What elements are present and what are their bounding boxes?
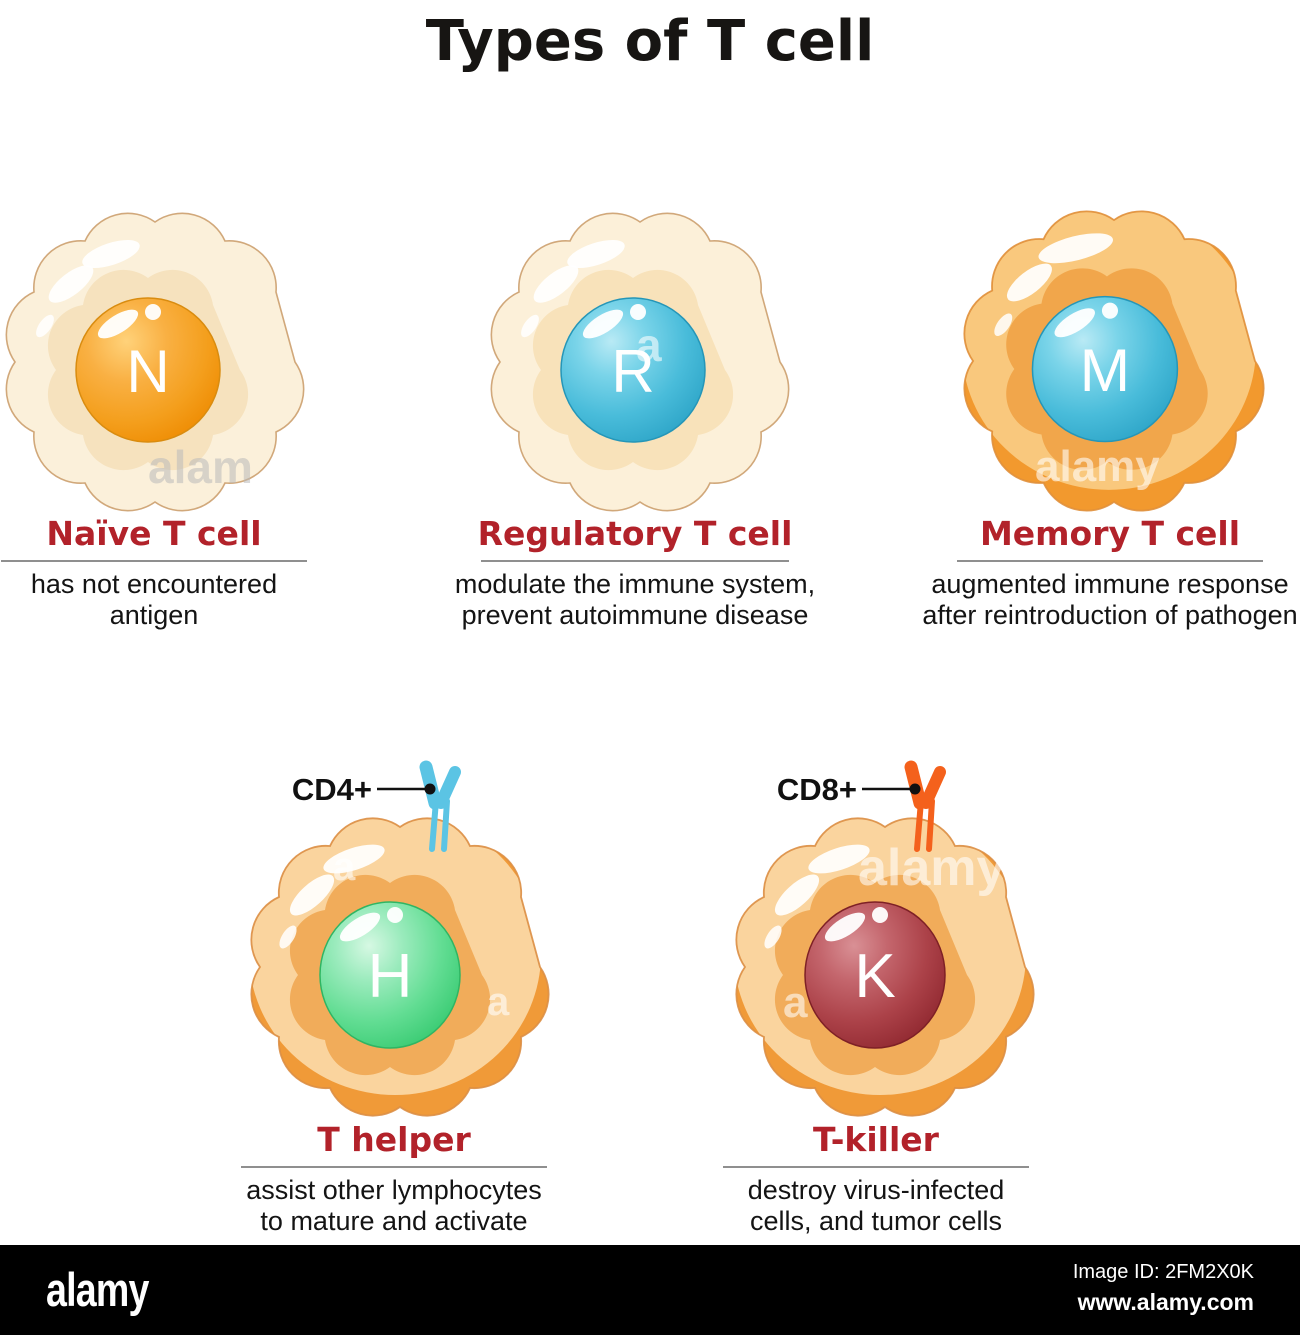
membrane-highlight: [774, 874, 820, 916]
nucleus-highlight-dot: [145, 304, 161, 320]
description-line: augmented immune response: [931, 569, 1289, 599]
killer-label-block: T-killer destroy virus-infected cells, a…: [722, 1118, 1030, 1237]
killer-heading: T-killer: [813, 1120, 939, 1159]
nucleus-highlight-dot: [1101, 302, 1119, 319]
heading-underline: [723, 1166, 1029, 1168]
membrane-outline: [735, 817, 1035, 1117]
description-line: cells, and tumor cells: [749, 1206, 1003, 1236]
naive-label-block: Naïve T cell has not encountered antigen: [0, 512, 308, 631]
regulatory-heading: Regulatory T cell: [477, 514, 793, 553]
description-line: to mature and activate: [260, 1206, 528, 1236]
cell-body: H: [250, 817, 550, 1117]
nucleus-highlight-dot: [630, 304, 646, 320]
membrane-highlight: [1006, 263, 1052, 302]
cd8-receptor-icon: [904, 760, 946, 852]
memory-description: augmented immune response after reintrod…: [922, 569, 1297, 631]
nucleus-highlight-dot: [387, 907, 403, 923]
stock-photo-footer-bar: alamy Image ID: 2FM2X0K www.alamy.com: [0, 1245, 1300, 1335]
nucleus-highlight: [339, 912, 381, 942]
membrane-highlight: [533, 265, 579, 303]
nucleus-highlight: [1054, 308, 1095, 338]
membrane-highlight: [521, 314, 539, 338]
image-id-text: Image ID: 2FM2X0K: [1072, 1261, 1254, 1283]
killer-description: destroy virus-infected cells, and tumor …: [748, 1175, 1005, 1237]
nucleus-highlight: [824, 912, 866, 942]
t-killer-cell-illustration: K CD8+: [735, 760, 1035, 1117]
description-line: prevent autoimmune disease: [461, 600, 809, 630]
membrane-outline: [963, 210, 1265, 512]
membrane-highlight: [82, 240, 140, 268]
footer-info: Image ID: 2FM2X0K www.alamy.com: [1073, 1259, 1254, 1316]
helper-heading: T helper: [317, 1120, 471, 1159]
memory-label-block: Memory T cell augmented immune response …: [918, 512, 1300, 631]
membrane-outline: [490, 212, 790, 512]
nucleus-letter: M: [1080, 336, 1130, 404]
membrane-outline: [250, 817, 550, 1117]
heading-underline: [481, 560, 789, 562]
membrane-highlight: [567, 240, 625, 268]
cd8-label: CD8+: [777, 772, 857, 807]
nucleus-highlight: [97, 309, 139, 339]
heading-underline: [957, 560, 1263, 562]
nucleus-highlight: [582, 309, 624, 339]
t-helper-cell-illustration: H CD4+: [250, 760, 550, 1117]
description-line: modulate the immune system,: [454, 569, 816, 599]
membrane-highlight: [279, 925, 297, 949]
regulatory-label-block: Regulatory T cell modulate the immune sy…: [443, 512, 827, 631]
membrane-highlight: [764, 925, 782, 949]
naive-description: has not encountered antigen: [31, 569, 277, 631]
page-title: Types of T cell: [425, 9, 875, 74]
nucleus-letter: R: [611, 338, 654, 405]
helper-description: assist other lymphocytes to mature and a…: [246, 1175, 542, 1237]
membrane-highlight: [289, 874, 335, 916]
regulatory-description: modulate the immune system, prevent auto…: [455, 569, 815, 631]
membrane-highlight: [48, 265, 94, 303]
cell-body: K: [735, 817, 1035, 1117]
cd4-pointer-dot: [424, 783, 436, 795]
heading-underline: [241, 1166, 547, 1168]
membrane-highlight: [1038, 233, 1113, 264]
membrane-highlight: [994, 313, 1013, 337]
membrane-highlight: [36, 314, 54, 338]
alamy-url-text: www.alamy.com: [1077, 1289, 1254, 1315]
alamy-logo: alamy: [46, 1263, 149, 1316]
cd8-pointer-dot: [909, 783, 921, 795]
description-line: after reintroduction of pathogen: [922, 600, 1298, 630]
membrane-highlight: [323, 844, 385, 874]
heading-underline: [1, 560, 307, 562]
memory-t-cell-illustration: M: [963, 210, 1265, 512]
nucleus-letter: K: [854, 942, 895, 1011]
naive-heading: Naïve T cell: [46, 514, 262, 553]
helper-label-block: T helper assist other lymphocytes to mat…: [240, 1118, 548, 1237]
cd4-label: CD4+: [292, 772, 372, 807]
nucleus-highlight-dot: [872, 907, 888, 923]
membrane-highlight: [808, 844, 870, 874]
description-line: antigen: [109, 600, 199, 630]
description-line: assist other lymphocytes: [246, 1175, 542, 1205]
regulatory-t-cell-illustration: R: [490, 212, 790, 512]
nucleus-letter: N: [126, 338, 169, 405]
memory-heading: Memory T cell: [979, 514, 1241, 553]
membrane-outline: [5, 212, 305, 512]
description-line: destroy virus-infected: [747, 1175, 1005, 1205]
naive-t-cell-illustration: N: [5, 212, 305, 512]
nucleus-letter: H: [368, 942, 413, 1011]
description-line: has not encountered: [30, 569, 278, 599]
